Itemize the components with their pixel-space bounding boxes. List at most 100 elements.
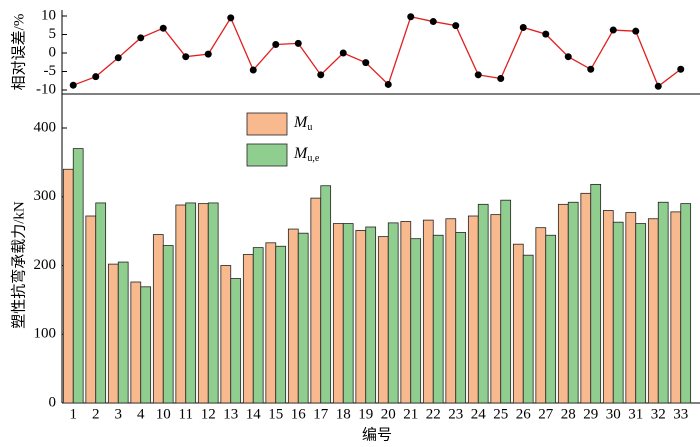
- error-point: [362, 59, 370, 67]
- x-tick-label: 17: [313, 406, 329, 422]
- error-point: [429, 18, 437, 26]
- bar: [342, 223, 354, 404]
- legend-subscript: u,e: [307, 153, 320, 164]
- bar: [422, 219, 434, 404]
- error-point: [137, 34, 145, 42]
- error-point: [587, 65, 595, 73]
- bar: [557, 203, 569, 404]
- error-point: [407, 13, 415, 21]
- top-y-label: 相对误差/%: [10, 14, 27, 91]
- x-tick-label: 25: [493, 406, 508, 422]
- x-tick-label: 18: [336, 406, 351, 422]
- error-point: [204, 50, 212, 58]
- error-point: [609, 26, 617, 34]
- x-tick-label: 26: [516, 406, 532, 422]
- x-tick-label: 4: [137, 406, 145, 422]
- error-point: [272, 40, 280, 48]
- x-tick-label: 27: [538, 406, 554, 422]
- legend-symbol: M: [293, 114, 309, 131]
- bottom-y-label: 塑性抗弯承载力/kN: [10, 201, 27, 329]
- x-tick-label: 23: [448, 406, 463, 422]
- bar: [175, 204, 187, 404]
- legend-label: Mu,e: [293, 145, 320, 165]
- bar: [207, 202, 219, 404]
- x-tick-label: 12: [201, 406, 216, 422]
- x-tick-label: 20: [381, 406, 396, 422]
- bar: [522, 254, 534, 404]
- bar: [625, 212, 637, 404]
- bar: [477, 203, 489, 404]
- x-tick-label: 3: [115, 406, 123, 422]
- bar: [220, 265, 232, 404]
- error-point: [227, 14, 235, 22]
- x-tick-label: 10: [156, 406, 171, 422]
- x-tick-label: 15: [268, 406, 283, 422]
- error-point: [452, 22, 460, 30]
- bar: [297, 232, 309, 404]
- bar: [455, 232, 467, 404]
- bar: [332, 223, 344, 404]
- bar: [377, 236, 389, 404]
- error-point: [542, 30, 550, 38]
- bar: [535, 227, 547, 404]
- bar: [567, 201, 579, 404]
- bar: [107, 263, 119, 404]
- bar: [117, 261, 129, 404]
- legend-subscript: u: [307, 122, 312, 133]
- error-point: [564, 53, 572, 61]
- x-tick-label: 33: [673, 406, 688, 422]
- x-tick-label: 21: [403, 406, 418, 422]
- error-point: [474, 71, 482, 79]
- bar: [162, 245, 174, 404]
- y-tick-label: 400: [34, 119, 57, 135]
- bar: [410, 238, 422, 404]
- error-point: [384, 80, 392, 88]
- bar: [275, 245, 287, 404]
- error-point: [317, 71, 325, 79]
- bar: [647, 218, 659, 404]
- x-tick-label: 1: [70, 406, 78, 422]
- bar: [252, 247, 264, 404]
- error-point: [182, 53, 190, 61]
- x-tick-label: 28: [561, 406, 576, 422]
- bar: [612, 221, 624, 404]
- error-point: [159, 24, 167, 32]
- y-tick-label: 300: [34, 188, 57, 204]
- bar: [242, 254, 254, 404]
- error-line: [73, 15, 682, 88]
- x-tick-label: 30: [606, 406, 621, 422]
- bar: [185, 202, 197, 404]
- bar: [590, 183, 602, 404]
- legend-swatch: [246, 143, 288, 167]
- error-point: [294, 39, 302, 47]
- legend-symbol: M: [293, 145, 309, 162]
- x-tick-label: 24: [471, 406, 487, 422]
- bar: [400, 221, 412, 404]
- y-tick-label: 0: [49, 394, 57, 410]
- bar: [95, 202, 107, 404]
- error-point: [654, 82, 662, 90]
- bar: [72, 148, 84, 404]
- x-tick-label: 19: [358, 406, 373, 422]
- x-tick-label: 2: [92, 406, 100, 422]
- bar: [490, 214, 502, 404]
- y-tick-label: -10: [36, 81, 56, 97]
- bar: [680, 203, 692, 404]
- error-point: [339, 49, 347, 57]
- error-point: [677, 65, 685, 73]
- bar: [512, 243, 524, 404]
- error-point: [69, 81, 77, 89]
- x-tick-label: 32: [651, 406, 666, 422]
- bar: [287, 228, 299, 404]
- y-tick-label: 100: [34, 326, 57, 342]
- error-point: [632, 27, 640, 35]
- error-point: [519, 23, 527, 31]
- legend-swatch: [246, 112, 288, 136]
- x-tick-label: 29: [583, 406, 598, 422]
- bar: [432, 234, 444, 404]
- x-tick-label: 16: [291, 406, 307, 422]
- x-tick-label: 22: [426, 406, 441, 422]
- bar: [445, 218, 457, 404]
- bar: [85, 215, 97, 404]
